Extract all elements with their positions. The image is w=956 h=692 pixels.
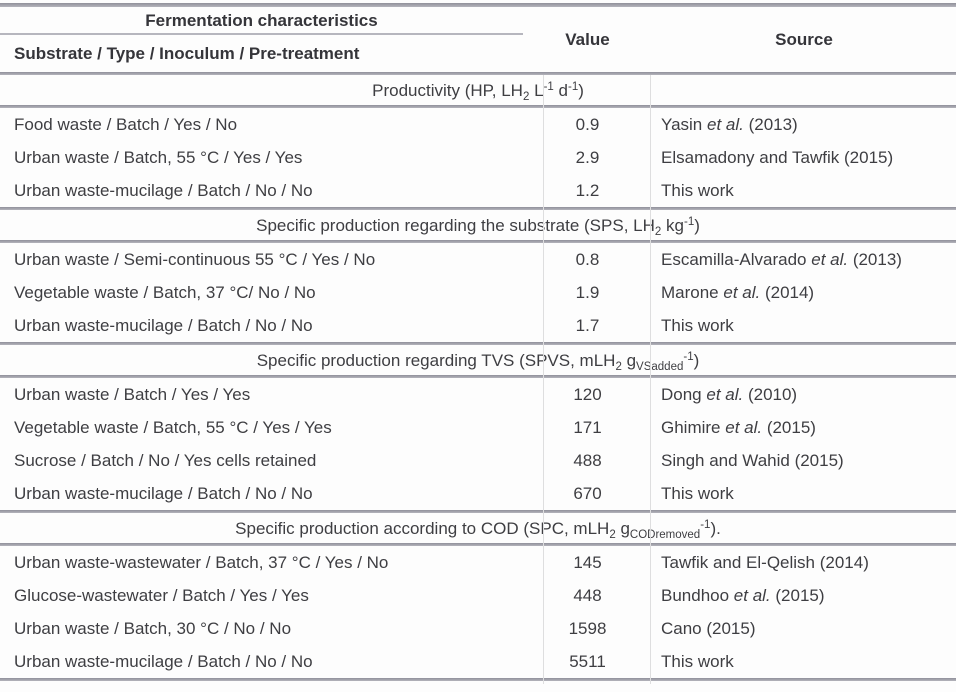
substrate-cell: Sucrose / Batch / No / Yes cells retaine…: [14, 450, 317, 470]
table-row: Urban waste-mucilage / Batch / No / No 55…: [0, 645, 956, 678]
table-row: Urban waste-mucilage / Batch / No / No 1.…: [0, 309, 956, 342]
value-cell: 1.7: [575, 315, 600, 335]
substrate-cell: Urban waste / Semi-continuous 55 °C / Ye…: [14, 249, 376, 269]
value-cell: 0.9: [575, 114, 600, 134]
value-cell: 2.9: [575, 147, 600, 167]
table-body: Productivity (HP, LH2 L-1 d-1) Food waste…: [0, 75, 956, 681]
horizontal-rule: [0, 342, 956, 345]
fermentation-characteristics-header: Fermentation characteristics: [145, 11, 378, 30]
source-cell: Bundhoo et al. (2015): [661, 585, 825, 605]
section-title: Productivity (HP, LH2 L-1 d-1): [372, 81, 584, 103]
horizontal-rule: [0, 678, 956, 681]
value-cell: 1.9: [575, 282, 600, 302]
horizontal-rule: [0, 543, 956, 546]
source-cell: Singh and Wahid (2015): [661, 450, 844, 470]
value-cell: 488: [573, 450, 602, 470]
substrate-cell: Urban waste-mucilage / Batch / No / No: [14, 483, 313, 503]
table-row: Urban waste / Semi-continuous 55 °C / Ye…: [0, 243, 956, 276]
table-row: Food waste / Batch / Yes / No 0.9 Yasin et…: [0, 108, 956, 141]
substrate-header: Substrate / Type / Inoculum / Pre-treatm…: [14, 43, 360, 63]
horizontal-rule: [0, 207, 956, 210]
table-row: Urban waste-wastewater / Batch, 37 °C / …: [0, 546, 956, 579]
substrate-cell: Glucose-wastewater / Batch / Yes / Yes: [14, 585, 309, 605]
substrate-cell: Urban waste-mucilage / Batch / No / No: [14, 315, 313, 335]
header-bottom-rule: [0, 72, 956, 75]
substrate-cell: Urban waste-mucilage / Batch / No / No: [14, 651, 313, 671]
substrate-cell: Vegetable waste / Batch, 37 °C/ No / No: [14, 282, 316, 302]
source-cell: Tawfik and El-Qelish (2014): [661, 552, 869, 572]
substrate-cell: Food waste / Batch / Yes / No: [14, 114, 238, 134]
substrate-cell: Urban waste / Batch / Yes / Yes: [14, 384, 251, 404]
source-cell: This work: [661, 651, 734, 671]
source-cell: Marone et al. (2014): [661, 282, 815, 302]
horizontal-rule: [0, 510, 956, 513]
substrate-cell: Urban waste-mucilage / Batch / No / No: [14, 180, 313, 200]
header-divider-line: [0, 33, 523, 35]
table-header: Fermentation characteristics Substrate /…: [0, 7, 956, 72]
value-cell: 448: [573, 585, 602, 605]
top-rule: [0, 3, 956, 7]
substrate-cell: Urban waste / Batch, 30 °C / No / No: [14, 618, 292, 638]
horizontal-rule: [0, 240, 956, 243]
value-cell: 670: [573, 483, 602, 503]
section-title: Specific production according to COD (SP…: [235, 519, 721, 541]
column-separator-line: [543, 75, 544, 684]
value-cell: 171: [573, 417, 602, 437]
table-row: Vegetable waste / Batch, 55 °C / Yes / Y…: [0, 411, 956, 444]
source-cell: This work: [661, 483, 734, 503]
value-header: Value: [565, 29, 610, 49]
source-cell: Escamilla-Alvarado et al. (2013): [661, 249, 902, 269]
source-cell: This work: [661, 180, 734, 200]
column-separator-line: [650, 75, 651, 684]
source-cell: Ghimire et al. (2015): [661, 417, 816, 437]
source-header: Source: [775, 29, 833, 49]
table-row: Vegetable waste / Batch, 37 °C/ No / No 1…: [0, 276, 956, 309]
horizontal-rule: [0, 105, 956, 108]
substrate-cell: Urban waste / Batch, 55 °C / Yes / Yes: [14, 147, 303, 167]
table-row: Urban waste / Batch, 30 °C / No / No 1598…: [0, 612, 956, 645]
substrate-cell: Urban waste-wastewater / Batch, 37 °C / …: [14, 552, 389, 572]
table-row: Glucose-wastewater / Batch / Yes / Yes 44…: [0, 579, 956, 612]
table-row: Urban waste / Batch, 55 °C / Yes / Yes 2.…: [0, 141, 956, 174]
substrate-cell: Vegetable waste / Batch, 55 °C / Yes / Y…: [14, 417, 332, 437]
value-cell: 1.2: [575, 180, 600, 200]
source-cell: Elsamadony and Tawfik (2015): [661, 147, 894, 167]
horizontal-rule: [0, 375, 956, 378]
value-cell: 120: [573, 384, 602, 404]
section-title: Specific production regarding the substr…: [256, 216, 700, 238]
table-row: Urban waste-mucilage / Batch / No / No 1.…: [0, 174, 956, 207]
table-row: Urban waste / Batch / Yes / Yes 120 Dong e…: [0, 378, 956, 411]
source-cell: Cano (2015): [661, 618, 756, 638]
value-cell: 145: [573, 552, 602, 572]
value-cell: 1598: [568, 618, 607, 638]
header-column-substrate: Fermentation characteristics Substrate /…: [0, 7, 523, 72]
table-row: Urban waste-mucilage / Batch / No / No 67…: [0, 477, 956, 510]
source-cell: This work: [661, 315, 734, 335]
value-cell: 5511: [569, 651, 606, 671]
table-row: Sucrose / Batch / No / Yes cells retaine…: [0, 444, 956, 477]
source-cell: Yasin et al. (2013): [661, 114, 798, 134]
source-cell: Dong et al. (2010): [661, 384, 798, 404]
section-title: Specific production regarding TVS (SPVS,…: [256, 351, 700, 373]
value-cell: 0.8: [575, 249, 600, 269]
